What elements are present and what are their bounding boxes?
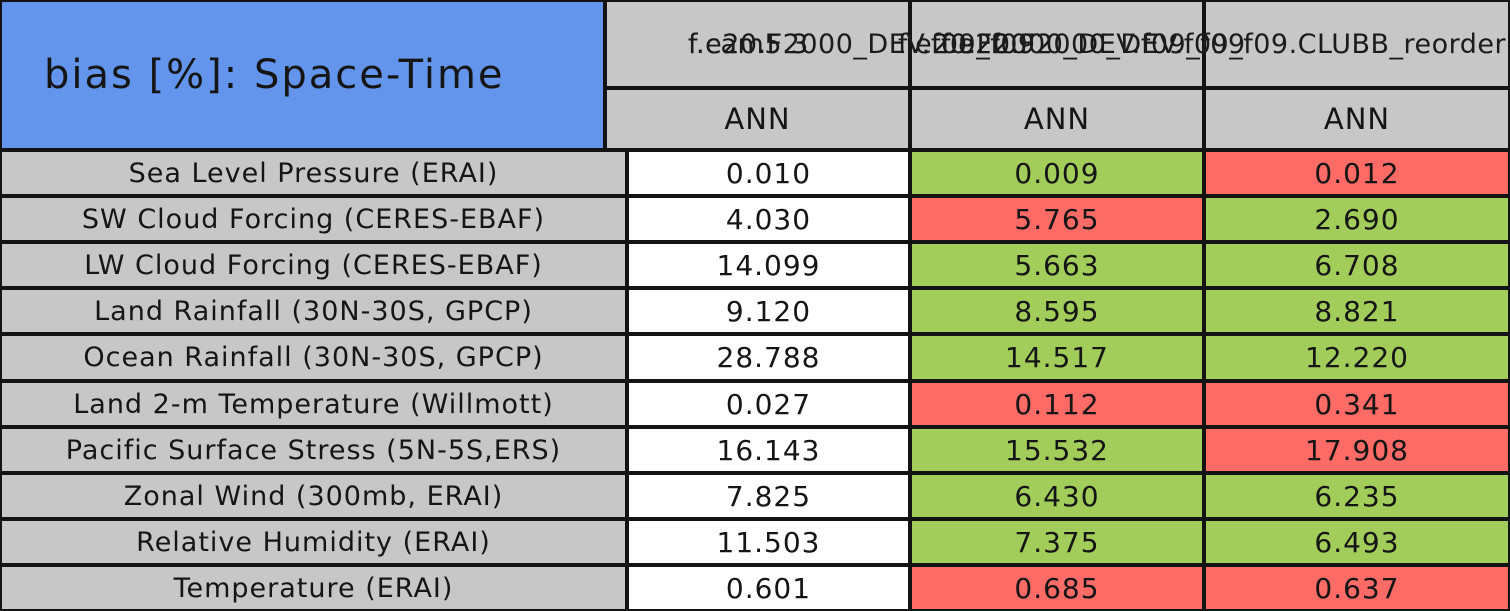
season-cell-case3: ANN — [1204, 88, 1510, 150]
value-cell-case3: 2.690 — [1204, 196, 1510, 242]
row-label: Zonal Wind (300mb, ERAI) — [0, 473, 627, 519]
value-cell-case1: 0.601 — [627, 565, 910, 611]
value-cell-case2: 5.663 — [910, 242, 1204, 288]
value-cell-case3: 8.821 — [1204, 288, 1510, 334]
header-cell-case3 — [1204, 0, 1510, 88]
value-cell-case3: 12.220 — [1204, 334, 1510, 381]
value-cell-case1: 28.788 — [627, 334, 910, 381]
season-cell-case2: ANN — [910, 88, 1204, 150]
season-cell-case1: ANN — [605, 88, 910, 150]
value-cell-case1: 7.825 — [627, 473, 910, 519]
value-cell-case3: 17.908 — [1204, 427, 1510, 473]
table-title: bias [%]: Space-Time — [0, 0, 605, 150]
value-cell-case2: 7.375 — [910, 519, 1204, 565]
row-label: Pacific Surface Stress (5N-5S,ERS) — [0, 427, 627, 473]
value-cell-case1: 0.027 — [627, 381, 910, 427]
header-cell-case2 — [910, 0, 1204, 88]
header-cell-case1 — [605, 0, 910, 88]
value-cell-case2: 5.765 — [910, 196, 1204, 242]
value-cell-case1: 16.143 — [627, 427, 910, 473]
value-cell-case2: 0.685 — [910, 565, 1204, 611]
row-label: Temperature (ERAI) — [0, 565, 627, 611]
value-cell-case3: 6.493 — [1204, 519, 1510, 565]
value-cell-case2: 0.009 — [910, 150, 1204, 196]
value-cell-case2: 14.517 — [910, 334, 1204, 381]
row-label: Ocean Rainfall (30N-30S, GPCP) — [0, 334, 627, 381]
row-label: Relative Humidity (ERAI) — [0, 519, 627, 565]
value-cell-case3: 6.235 — [1204, 473, 1510, 519]
value-cell-case3: 0.637 — [1204, 565, 1510, 611]
value-cell-case1: 11.503 — [627, 519, 910, 565]
row-label: Land 2-m Temperature (Willmott) — [0, 381, 627, 427]
value-cell-case2: 0.112 — [910, 381, 1204, 427]
value-cell-case3: 6.708 — [1204, 242, 1510, 288]
row-label: SW Cloud Forcing (CERES-EBAF) — [0, 196, 627, 242]
value-cell-case1: 0.010 — [627, 150, 910, 196]
value-cell-case3: 0.012 — [1204, 150, 1510, 196]
row-label: LW Cloud Forcing (CERES-EBAF) — [0, 242, 627, 288]
value-cell-case1: 9.120 — [627, 288, 910, 334]
value-cell-case3: 0.341 — [1204, 381, 1510, 427]
value-cell-case1: 4.030 — [627, 196, 910, 242]
value-cell-case2: 6.430 — [910, 473, 1204, 519]
value-cell-case2: 15.532 — [910, 427, 1204, 473]
value-cell-case1: 14.099 — [627, 242, 910, 288]
row-label: Land Rainfall (30N-30S, GPCP) — [0, 288, 627, 334]
row-label: Sea Level Pressure (ERAI) — [0, 150, 627, 196]
value-cell-case2: 8.595 — [910, 288, 1204, 334]
